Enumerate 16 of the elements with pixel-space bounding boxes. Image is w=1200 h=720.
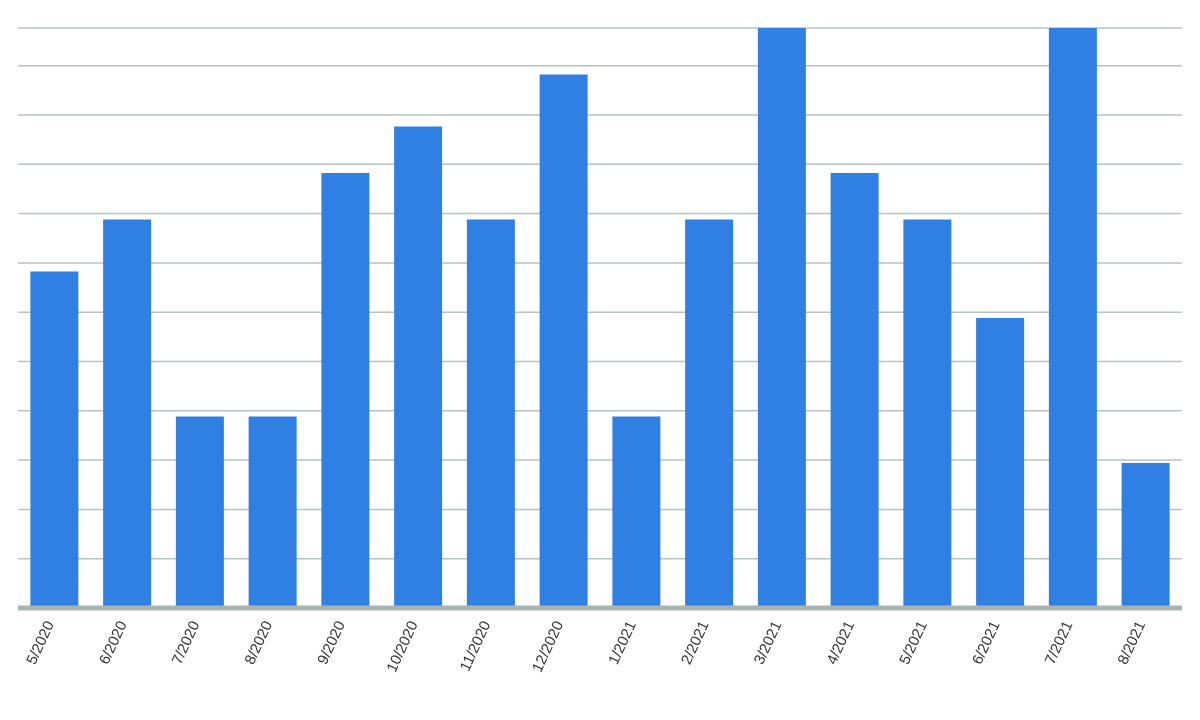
bar [466, 219, 515, 608]
bar [394, 126, 443, 608]
bar [175, 416, 224, 608]
bar [1048, 28, 1097, 608]
bar [830, 173, 879, 608]
bar [1121, 463, 1170, 608]
bar [248, 416, 297, 608]
bar [539, 74, 588, 608]
bar [612, 416, 661, 608]
bar [685, 219, 734, 608]
bar [103, 219, 152, 608]
bar [976, 318, 1025, 608]
bar [757, 28, 806, 608]
bar [30, 271, 79, 608]
bar [903, 219, 952, 608]
bar [321, 173, 370, 608]
